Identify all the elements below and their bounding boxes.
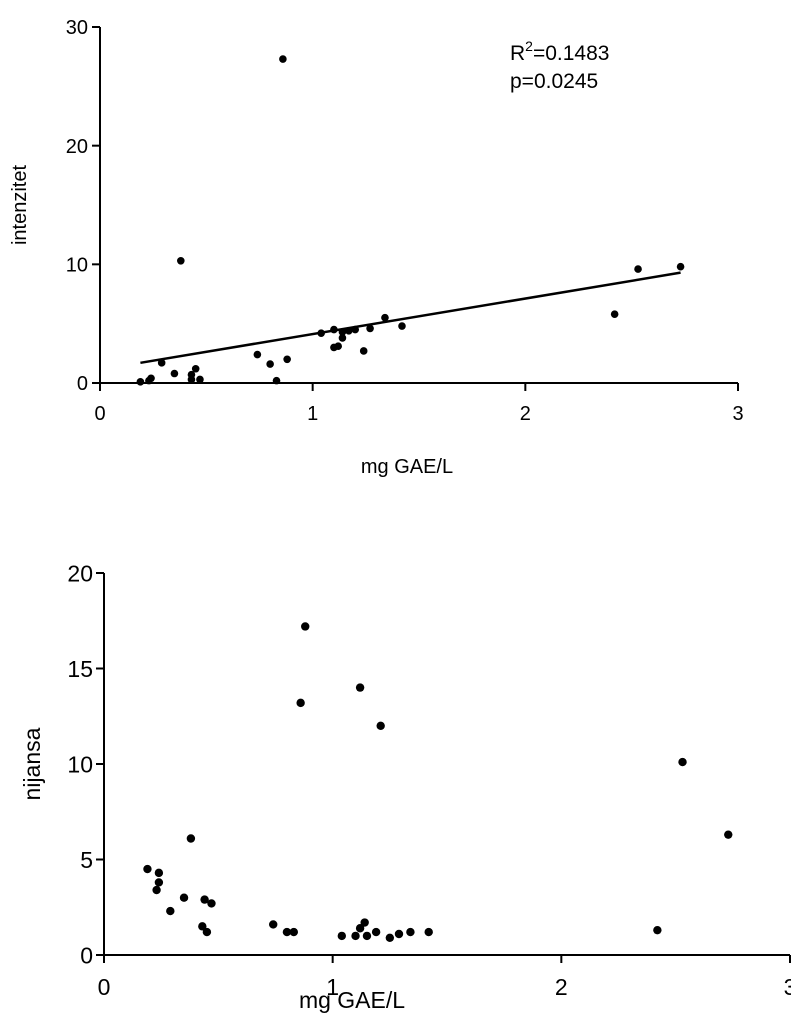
data-point	[157, 359, 166, 367]
data-point	[266, 360, 274, 368]
chart-nijansa: 0 1 2 3 0 5 10 15 20 mg GAE/L nijansa	[19, 560, 791, 1013]
data-point	[296, 698, 305, 708]
data-point	[338, 334, 347, 342]
data-point	[385, 933, 395, 943]
data-point	[724, 830, 733, 839]
data-point	[279, 55, 287, 63]
data-point	[351, 325, 360, 334]
x-tick-label: 0	[94, 403, 105, 425]
data-point	[154, 878, 164, 887]
y-tick-label: 10	[66, 255, 88, 277]
data-point	[345, 326, 353, 335]
y-tick-label: 5	[80, 847, 93, 873]
data-point	[143, 864, 152, 874]
data-point	[676, 262, 685, 271]
r-squared-annotation: R2=0.1483	[510, 38, 609, 65]
r-superscript: 2	[525, 38, 533, 54]
data-point	[147, 374, 155, 383]
data-point	[198, 922, 207, 931]
data-point	[355, 924, 365, 933]
y-tick-label: 20	[66, 136, 88, 158]
x-tick-label: 0	[98, 974, 111, 1000]
data-point	[362, 931, 372, 941]
y-tick-label: 10	[67, 751, 93, 777]
data-point	[187, 370, 196, 379]
y-tick-label: 20	[67, 560, 93, 586]
x-axis-label: mg GAE/L	[361, 456, 453, 478]
data-point	[330, 325, 338, 334]
x-tick-label: 2	[555, 974, 568, 1000]
y-tick-label: 0	[77, 373, 88, 395]
data-point	[338, 328, 347, 336]
data-point	[394, 929, 404, 939]
data-point	[269, 920, 278, 929]
data-point	[355, 683, 365, 692]
y-tick-label: 0	[80, 942, 93, 968]
data-point	[337, 931, 347, 941]
r-value: =0.1483	[533, 42, 610, 65]
data-point	[424, 927, 433, 937]
data-point	[196, 375, 204, 384]
x-tick-label: 3	[784, 974, 791, 1000]
data-point	[191, 364, 200, 373]
data-point	[406, 927, 415, 937]
data-point	[136, 378, 145, 386]
data-point	[177, 256, 185, 265]
data-point	[381, 313, 389, 322]
data-point	[282, 927, 292, 937]
data-point	[253, 350, 262, 359]
data-point	[317, 329, 325, 337]
data-point	[376, 721, 385, 730]
data-point	[301, 622, 310, 631]
data-point	[179, 893, 189, 902]
data-point	[272, 376, 281, 385]
data-point	[154, 868, 164, 878]
regression-line	[140, 271, 681, 365]
data-point	[202, 927, 212, 937]
data-point	[207, 899, 216, 908]
data-point	[653, 925, 662, 935]
data-point	[152, 885, 161, 895]
y-axis-label: nijansa	[19, 727, 45, 800]
data-point	[166, 906, 175, 916]
data-point	[398, 322, 406, 330]
data-point	[289, 927, 298, 937]
data-point	[200, 895, 209, 904]
data-point	[610, 310, 619, 318]
data-point	[360, 918, 369, 927]
data-point	[371, 927, 381, 937]
data-point	[366, 324, 374, 333]
r-label: R	[510, 42, 525, 65]
data-point	[678, 757, 687, 767]
data-point	[334, 342, 342, 351]
p-value-annotation: p=0.0245	[510, 70, 598, 93]
x-tick-label: 2	[520, 403, 531, 425]
x-axis-label: mg GAE/L	[299, 987, 405, 1013]
y-tick-label: 15	[67, 656, 93, 682]
x-tick-label: 1	[326, 974, 339, 1000]
data-point	[170, 369, 179, 378]
data-point	[351, 931, 360, 941]
data-point	[634, 265, 642, 273]
x-tick-label: 1	[307, 403, 318, 425]
y-axis-label: intenzitet	[9, 165, 31, 245]
x-tick-label: 3	[732, 403, 743, 425]
data-point	[359, 347, 368, 355]
data-point	[283, 355, 291, 364]
y-tick-label: 30	[66, 17, 88, 39]
data-point	[186, 834, 196, 843]
